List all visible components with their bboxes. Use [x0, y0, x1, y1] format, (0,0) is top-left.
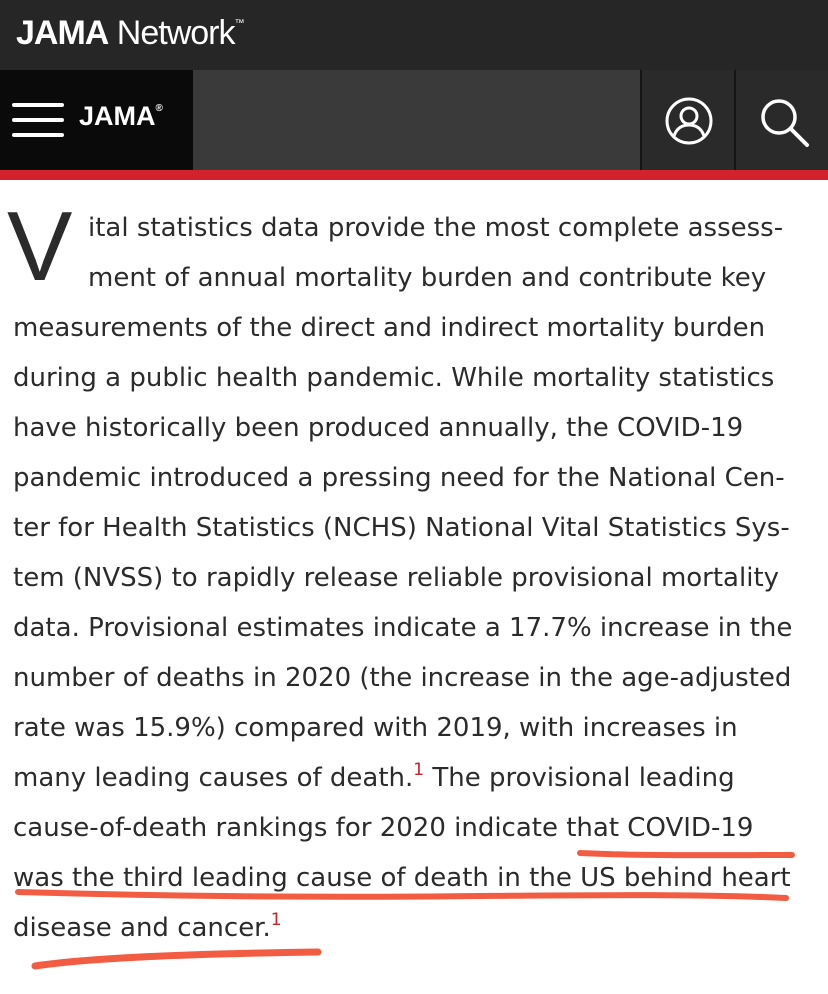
network-logo-light: Network — [108, 14, 236, 52]
dropcap-letter: V — [7, 191, 73, 301]
jama-network-logo[interactable]: JAMA Network™ — [16, 14, 244, 53]
article-line: tem (NVSS) to rapidly release reliable p… — [13, 563, 780, 593]
article-line-with-footnote: disease and cancer.1 — [13, 903, 813, 953]
user-account-icon — [665, 97, 713, 145]
accent-divider — [0, 170, 828, 180]
journal-name-text: JAMA — [79, 101, 156, 131]
article-line: measurements of the direct and indirect … — [13, 313, 766, 343]
article-line: The provisional leading — [424, 763, 735, 793]
journal-title[interactable]: JAMA® — [79, 101, 163, 132]
article-line-with-footnote: many leading causes of death.1 The provi… — [13, 753, 813, 803]
article-line: ter for Health Statistics (NCHS) Nationa… — [13, 513, 790, 543]
article-line: rate was 15.9%) compared with 2019, with… — [13, 713, 738, 743]
article-body: ital statistics data provide the most co… — [13, 203, 813, 953]
article-line: data. Provisional estimates indicate a 1… — [13, 613, 793, 643]
article-line: was the third leading cause of death in … — [13, 863, 791, 893]
footnote-link[interactable]: 1 — [413, 760, 425, 780]
menu-button[interactable]: JAMA® — [0, 70, 193, 170]
article-line: have historically been produced annually… — [13, 413, 744, 443]
article-line: disease and cancer. — [13, 913, 271, 943]
article-line: ment of annual mortality burden and cont… — [88, 263, 767, 293]
article-line: during a public health pandemic. While m… — [13, 363, 775, 393]
footnote-link[interactable]: 1 — [270, 910, 282, 930]
article-line: ital statistics data provide the most co… — [88, 213, 784, 243]
search-icon — [761, 99, 809, 147]
search-button[interactable] — [734, 70, 828, 170]
article-line: cause-of-death rankings for 2020 indicat… — [13, 813, 754, 843]
registered-mark: ® — [155, 103, 163, 114]
trademark-symbol: ™ — [234, 18, 244, 29]
network-header: JAMA Network™ — [0, 0, 828, 70]
article-line: many leading causes of death. — [13, 763, 414, 793]
underline-stroke-3 — [31, 948, 322, 970]
article-line: pandemic introduced a pressing need for … — [13, 463, 785, 493]
user-account-button[interactable] — [640, 70, 734, 170]
journal-navbar: JAMA® — [0, 70, 828, 170]
hamburger-menu-icon[interactable] — [12, 100, 64, 140]
network-logo-bold: JAMA — [16, 14, 109, 52]
article-line: number of deaths in 2020 (the increase i… — [13, 663, 792, 693]
